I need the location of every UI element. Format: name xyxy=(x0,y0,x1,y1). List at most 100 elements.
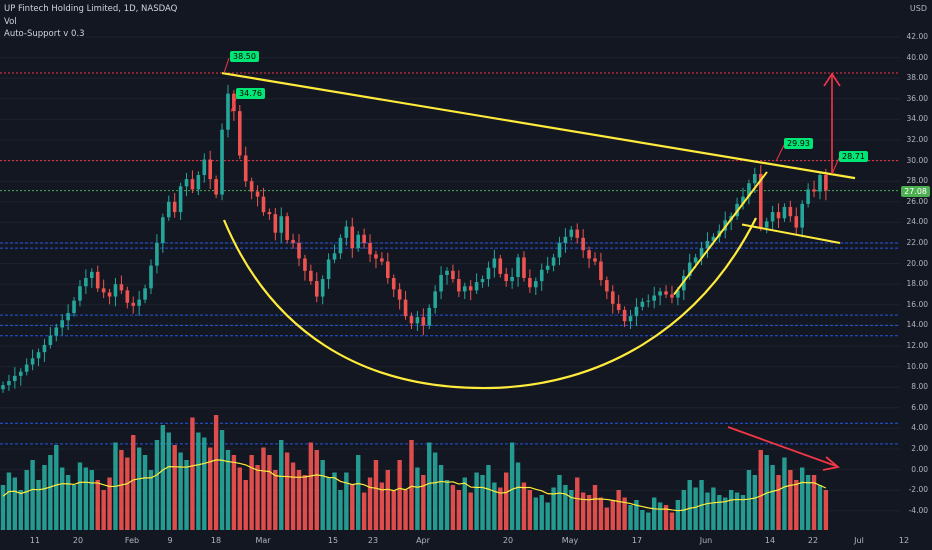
handle-line xyxy=(741,223,841,244)
volume-bar xyxy=(717,495,722,530)
volume-bar xyxy=(409,440,414,530)
candle xyxy=(794,216,799,228)
volume-bar xyxy=(805,475,811,530)
candle xyxy=(610,291,615,304)
candle xyxy=(753,173,757,184)
last-price-tag: 27.08 xyxy=(901,186,930,197)
volume-bar xyxy=(646,512,651,530)
volume-bar xyxy=(290,462,296,530)
volume-bar xyxy=(734,492,740,530)
candle xyxy=(492,258,497,268)
volume-bar xyxy=(356,455,361,530)
candle xyxy=(166,201,171,218)
time-axis-tick: 14 xyxy=(764,536,776,545)
candle xyxy=(622,309,627,322)
volume-bar xyxy=(202,437,207,530)
volume-bar xyxy=(166,432,171,530)
candle xyxy=(7,381,11,386)
chart-title[interactable]: UP Fintech Holding Limited, 1D, NASDAQ xyxy=(4,4,178,14)
volume-bar xyxy=(427,442,432,530)
price-axis-tick: 8.00 xyxy=(911,382,928,392)
candle xyxy=(670,294,674,298)
volume-bar xyxy=(705,492,710,530)
candle xyxy=(303,258,307,271)
time-axis-tick: 17 xyxy=(631,536,643,545)
volume-indicator-label[interactable]: Vol xyxy=(4,17,17,27)
auto-support-indicator-label[interactable]: Auto-Support v 0.3 xyxy=(4,29,85,39)
price-axis-tick: 40.00 xyxy=(906,52,928,62)
volume-bar xyxy=(385,470,390,530)
candle xyxy=(693,257,698,263)
descending-trendline xyxy=(221,71,856,180)
time-axis-tick: 12 xyxy=(898,536,910,545)
volume-bar xyxy=(243,480,248,530)
volume-bar xyxy=(119,450,124,530)
breakout-label-pointer xyxy=(831,157,840,175)
volume-bar xyxy=(296,470,302,530)
volume-bar xyxy=(125,457,130,530)
price-axis-tick: 26.00 xyxy=(906,196,928,206)
candle xyxy=(54,327,59,336)
candle xyxy=(60,320,64,328)
candle xyxy=(421,317,426,326)
candle xyxy=(243,155,248,182)
price-axis-tick: 14.00 xyxy=(906,320,928,330)
candle xyxy=(764,221,769,228)
volume-bar xyxy=(557,475,562,530)
time-axis-tick: Mar xyxy=(255,536,271,545)
volume-bar xyxy=(788,470,793,530)
volume-bar xyxy=(758,450,763,530)
volume-bar xyxy=(663,505,669,530)
time-axis-tick: Apr xyxy=(416,536,430,545)
price-axis-tick: 42.00 xyxy=(906,32,928,41)
candle xyxy=(24,364,29,372)
candle xyxy=(344,226,349,238)
candle xyxy=(362,234,366,243)
volume-bar xyxy=(492,482,497,530)
candle xyxy=(699,248,704,258)
candle xyxy=(137,299,141,306)
volume-bar xyxy=(249,455,254,530)
rising-channel-line xyxy=(673,171,768,296)
volume-bar xyxy=(575,477,580,530)
volume-bar xyxy=(450,485,456,530)
volume-bar xyxy=(367,477,373,530)
candle xyxy=(178,186,183,213)
volume-bar xyxy=(669,512,675,530)
candle xyxy=(557,243,562,258)
candle xyxy=(504,273,508,282)
candle xyxy=(397,289,402,300)
candle xyxy=(314,281,319,297)
candle xyxy=(84,278,88,287)
volume-bar xyxy=(131,435,136,530)
candle xyxy=(255,191,260,197)
candle xyxy=(687,262,692,276)
volume-bar xyxy=(279,440,284,530)
candle xyxy=(338,237,343,254)
candle xyxy=(480,279,485,283)
time-axis-tick: 22 xyxy=(807,536,819,545)
volume-bar xyxy=(782,457,787,530)
volume-bar xyxy=(610,500,615,530)
candle xyxy=(409,316,414,324)
jun-high-price-label: 29.93 xyxy=(784,138,813,149)
time-axis-tick: Feb xyxy=(124,536,140,545)
volume-bar xyxy=(332,472,337,530)
volume-bar xyxy=(237,467,242,530)
candle xyxy=(575,229,580,238)
candle xyxy=(676,290,680,298)
volume-bar xyxy=(24,470,29,530)
volume-bar xyxy=(18,490,23,530)
volume-bar xyxy=(320,460,325,530)
price-axis-tick: 0.00 xyxy=(911,464,928,474)
candle xyxy=(291,239,295,243)
candle xyxy=(267,212,272,215)
candle xyxy=(220,129,224,195)
volume-bar xyxy=(432,452,438,530)
volume-bar xyxy=(657,502,663,530)
candle xyxy=(332,253,337,260)
candle xyxy=(747,183,751,197)
candle xyxy=(249,181,254,192)
candle xyxy=(516,257,520,277)
